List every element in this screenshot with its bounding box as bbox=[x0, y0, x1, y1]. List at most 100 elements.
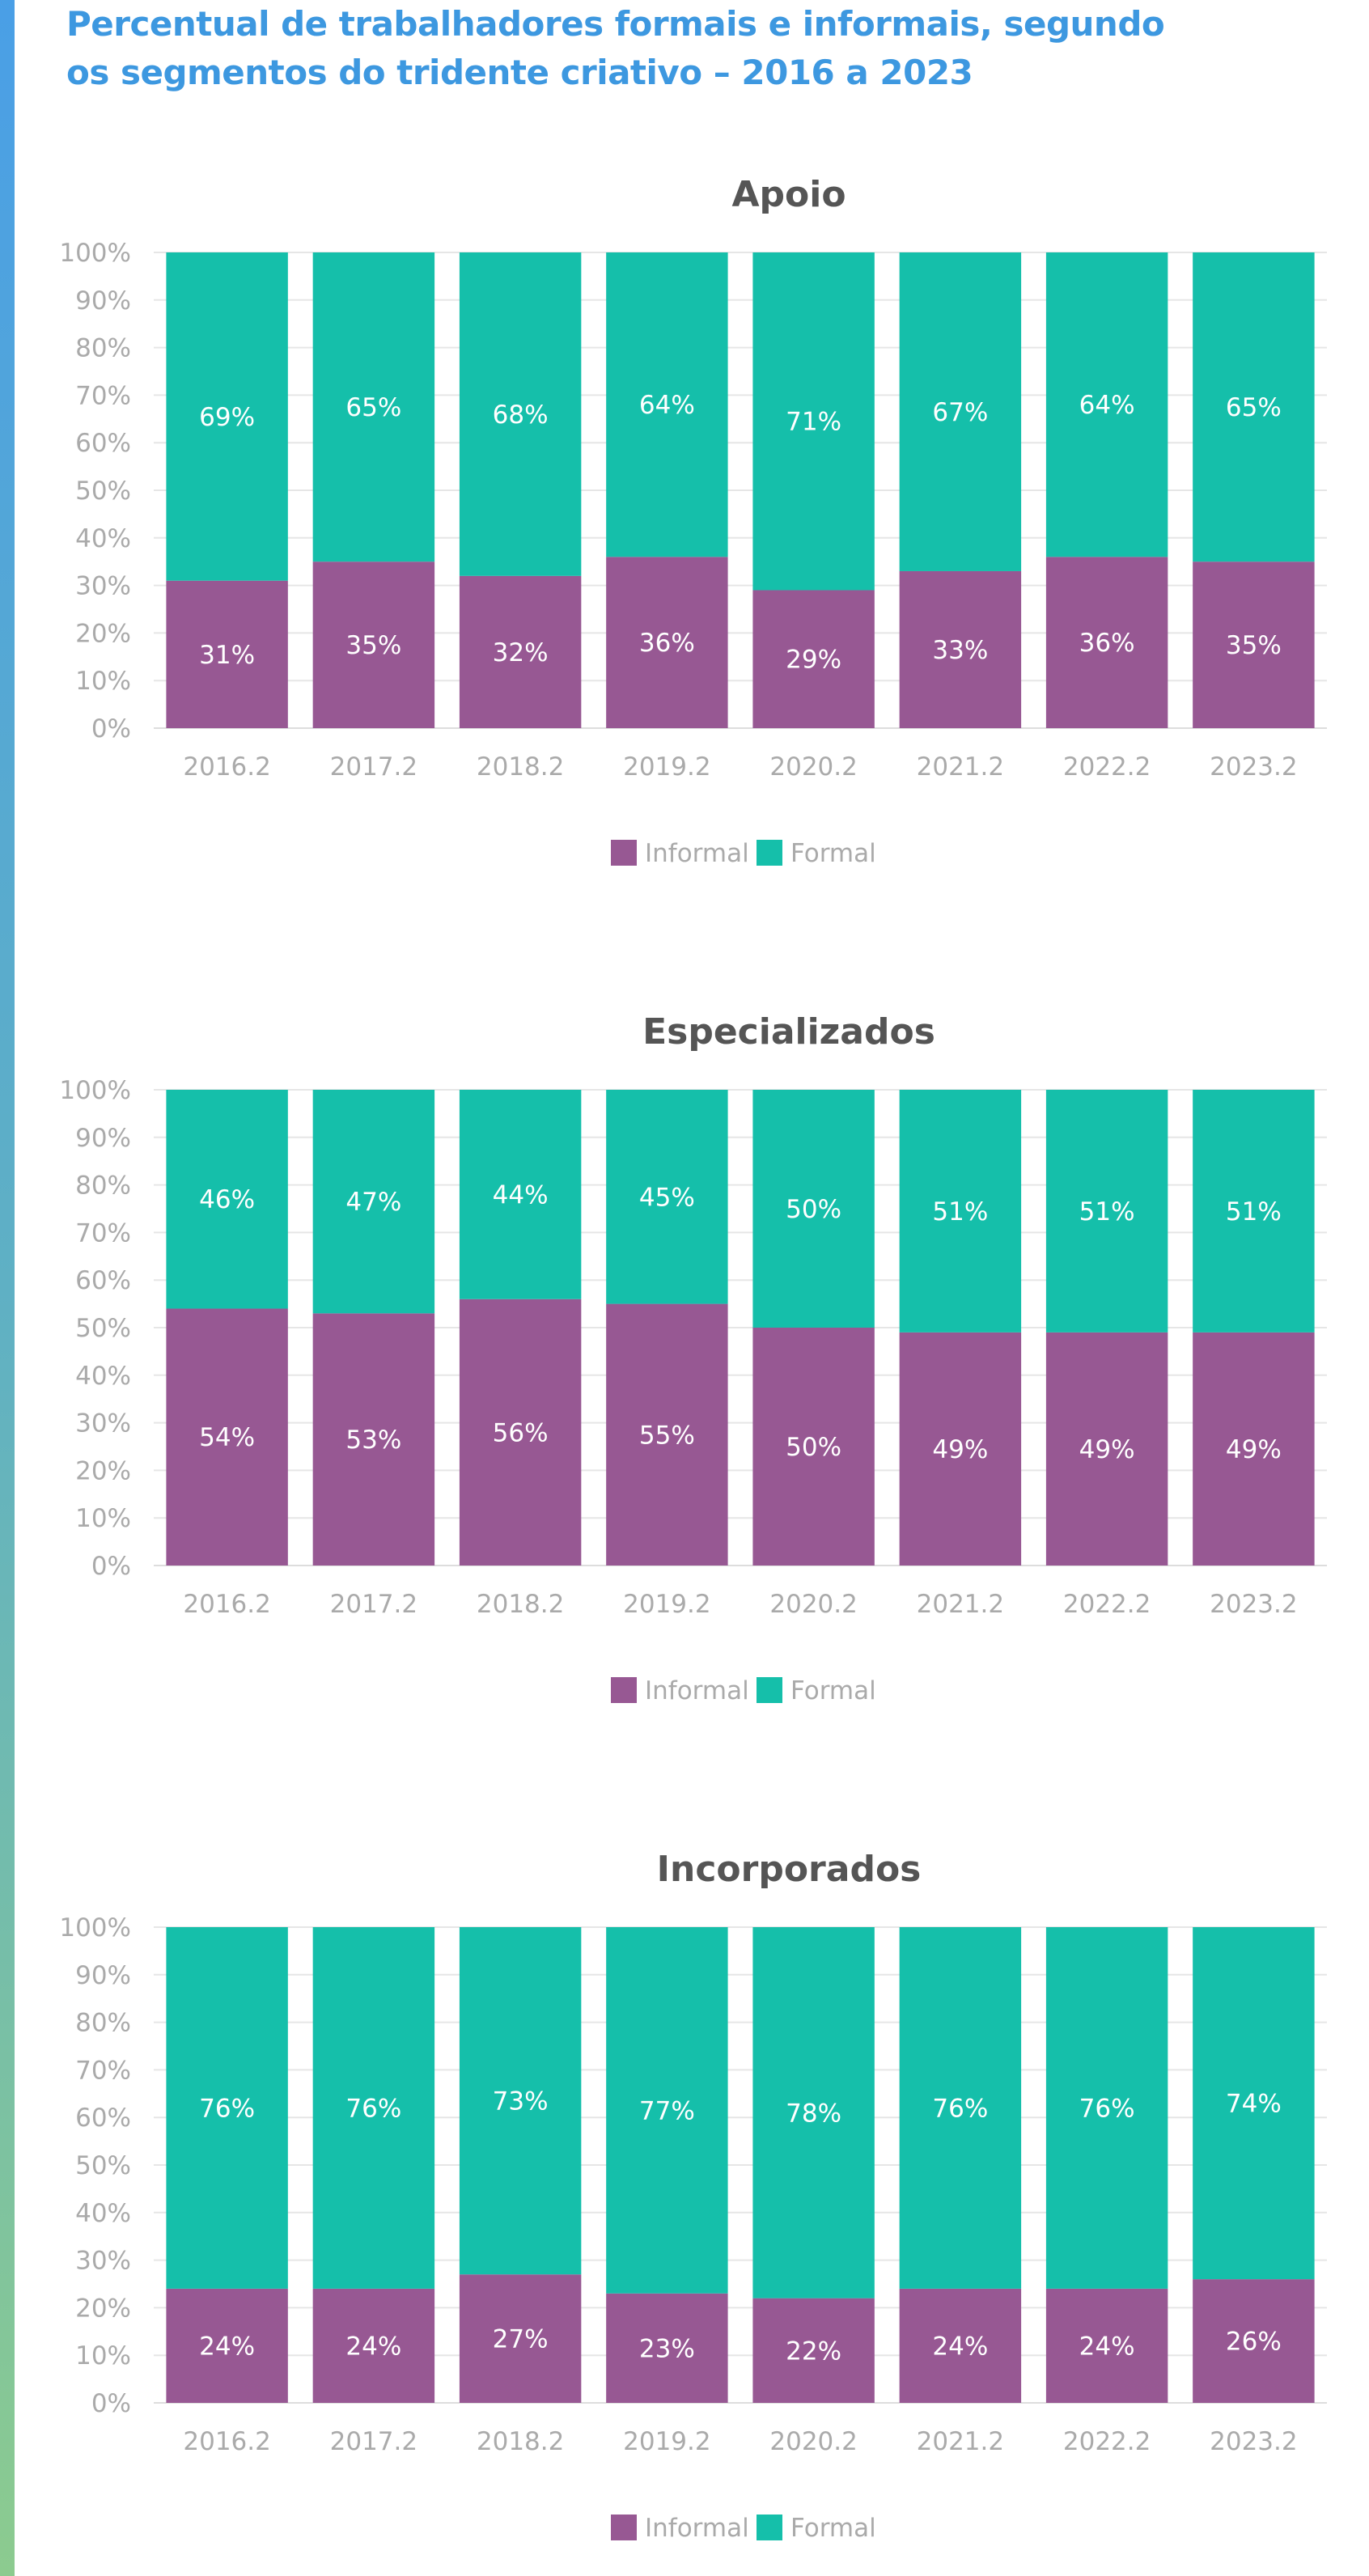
bar-informal bbox=[459, 1299, 582, 1566]
chart-especializados: Especializados 0% 10% 20% 30% 40% 50% 60% 70% 80%… bbox=[59, 1011, 1327, 1705]
bar-informal bbox=[312, 2288, 435, 2403]
x-tick-label: 2016.2 bbox=[183, 1590, 270, 1619]
data-label-informal: 27% bbox=[493, 2325, 549, 2354]
y-tick-label: 60% bbox=[75, 1266, 131, 1295]
data-label-informal: 56% bbox=[493, 1418, 549, 1447]
bar-formal bbox=[1193, 1927, 1315, 2280]
data-label-formal: 76% bbox=[345, 2094, 401, 2123]
legend-swatch-formal bbox=[757, 1677, 782, 1703]
bar-informal bbox=[752, 1328, 875, 1566]
bar-informal bbox=[312, 1313, 435, 1566]
bar-formal bbox=[312, 1927, 435, 2289]
y-tick-label: 60% bbox=[75, 429, 131, 458]
data-label-informal: 35% bbox=[1226, 631, 1282, 660]
legend-swatch-formal bbox=[757, 840, 782, 866]
bar-formal bbox=[606, 1090, 728, 1304]
bar-formal bbox=[166, 1927, 288, 2289]
bar-formal bbox=[1045, 1927, 1168, 2289]
bar-formal bbox=[312, 252, 435, 562]
x-tick-label: 2016.2 bbox=[183, 752, 270, 782]
x-tick-label: 2021.2 bbox=[917, 1590, 1004, 1619]
x-tick-label: 2023.2 bbox=[1210, 2427, 1297, 2456]
data-label-formal: 78% bbox=[786, 2099, 841, 2128]
bar-informal bbox=[752, 590, 875, 728]
x-tick-label: 2019.2 bbox=[623, 752, 710, 782]
bar-formal bbox=[752, 252, 875, 591]
data-label-formal: 76% bbox=[199, 2094, 255, 2123]
legend-label-informal: Informal bbox=[645, 1676, 749, 1705]
y-tick-label: 50% bbox=[75, 1314, 131, 1343]
y-tick-label: 0% bbox=[91, 714, 131, 744]
y-tick-label: 100% bbox=[59, 239, 131, 268]
data-label-informal: 22% bbox=[786, 2337, 841, 2366]
bar-informal bbox=[166, 1308, 288, 1566]
x-tick-label: 2020.2 bbox=[769, 2427, 857, 2456]
x-tick-label: 2021.2 bbox=[917, 752, 1004, 782]
legend-swatch-informal bbox=[611, 2515, 637, 2540]
data-label-informal: 54% bbox=[199, 1423, 255, 1452]
data-label-informal: 29% bbox=[786, 646, 841, 675]
data-label-formal: 47% bbox=[345, 1188, 401, 1217]
x-tick-label: 2020.2 bbox=[769, 1590, 857, 1619]
bar-informal bbox=[1193, 2279, 1315, 2403]
x-tick-label: 2023.2 bbox=[1210, 752, 1297, 782]
bar-informal bbox=[899, 2288, 1022, 2403]
bar-formal bbox=[752, 1090, 875, 1328]
data-label-formal: 76% bbox=[1079, 2094, 1135, 2123]
x-tick-label: 2018.2 bbox=[477, 752, 564, 782]
bar-informal bbox=[1045, 1332, 1168, 1566]
data-label-informal: 50% bbox=[786, 1433, 841, 1462]
y-tick-label: 20% bbox=[75, 619, 131, 648]
chart-apoio: Apoio 0% 10% 20% 30% 40% 50% 60% 70% 80% 90% 100% 31… bbox=[59, 174, 1327, 868]
data-label-informal: 24% bbox=[345, 2332, 401, 2361]
y-tick-label: 30% bbox=[75, 572, 131, 601]
y-tick-label: 10% bbox=[75, 667, 131, 696]
bar-informal bbox=[459, 575, 582, 728]
y-tick-label: 90% bbox=[75, 286, 131, 316]
data-label-informal: 23% bbox=[639, 2334, 695, 2363]
y-tick-label: 20% bbox=[75, 2294, 131, 2323]
data-label-informal: 49% bbox=[1079, 1435, 1135, 1464]
bar-informal bbox=[312, 561, 435, 728]
legend-label-formal: Formal bbox=[790, 1676, 876, 1705]
bar-informal bbox=[899, 1332, 1022, 1566]
y-tick-label: 80% bbox=[75, 334, 131, 363]
y-tick-label: 20% bbox=[75, 1456, 131, 1485]
bar-informal bbox=[1045, 557, 1168, 728]
data-label-formal: 64% bbox=[639, 391, 695, 420]
bar-informal bbox=[1045, 2288, 1168, 2403]
bar-informal bbox=[899, 570, 1022, 728]
x-tick-label: 2019.2 bbox=[623, 1590, 710, 1619]
chart-title: Incorporados bbox=[657, 1849, 922, 1890]
data-label-formal: 45% bbox=[639, 1183, 695, 1212]
bar-informal bbox=[166, 580, 288, 728]
data-label-formal: 44% bbox=[493, 1180, 549, 1210]
y-tick-label: 0% bbox=[91, 1552, 131, 1581]
data-label-formal: 64% bbox=[1079, 391, 1135, 420]
data-label-formal: 77% bbox=[639, 2096, 695, 2125]
x-tick-label: 2021.2 bbox=[917, 2427, 1004, 2456]
data-label-informal: 31% bbox=[199, 641, 255, 670]
y-tick-label: 50% bbox=[75, 2151, 131, 2180]
chart-incorporados: Incorporados 0% 10% 20% 30% 40% 50% 60% 70% 80% 90… bbox=[59, 1849, 1327, 2543]
data-label-formal: 74% bbox=[1226, 2090, 1282, 2119]
y-tick-label: 90% bbox=[75, 1124, 131, 1153]
bar-formal bbox=[1193, 1090, 1315, 1332]
data-label-informal: 32% bbox=[493, 638, 549, 667]
bar-informal bbox=[606, 2293, 728, 2403]
data-label-formal: 71% bbox=[786, 408, 841, 437]
y-tick-label: 50% bbox=[75, 477, 131, 506]
legend-label-informal: Informal bbox=[645, 839, 749, 868]
y-tick-label: 0% bbox=[91, 2389, 131, 2418]
bar-formal bbox=[1193, 252, 1315, 562]
page-title: Percentual de trabalhadores formais e in… bbox=[66, 0, 1280, 97]
data-label-informal: 33% bbox=[932, 636, 988, 665]
x-tick-label: 2022.2 bbox=[1063, 2427, 1151, 2456]
bar-informal bbox=[1193, 1332, 1315, 1566]
x-tick-label: 2022.2 bbox=[1063, 752, 1151, 782]
x-tick-label: 2018.2 bbox=[477, 2427, 564, 2456]
bar-formal bbox=[606, 1927, 728, 2294]
bar-informal bbox=[606, 1303, 728, 1566]
x-tick-label: 2016.2 bbox=[183, 2427, 270, 2456]
data-label-informal: 35% bbox=[345, 631, 401, 660]
